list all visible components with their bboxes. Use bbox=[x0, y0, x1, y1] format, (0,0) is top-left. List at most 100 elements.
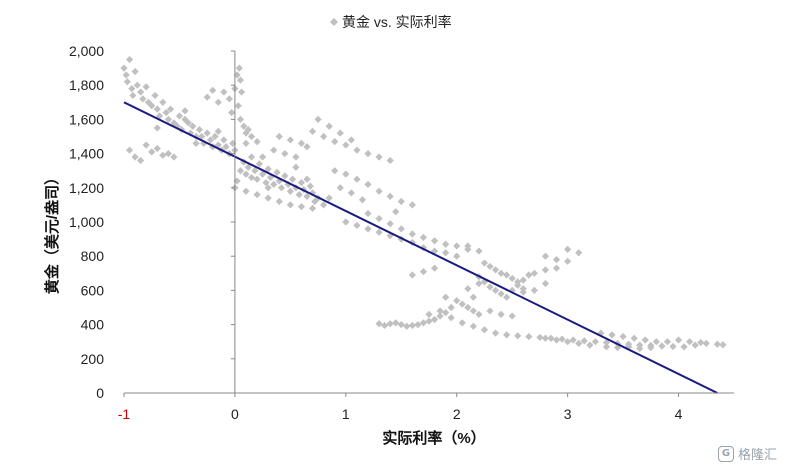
data-point bbox=[164, 150, 172, 158]
data-point bbox=[503, 271, 511, 279]
watermark: G 格隆汇 bbox=[717, 444, 777, 463]
data-point bbox=[430, 237, 439, 245]
data-point bbox=[419, 267, 428, 276]
data-point bbox=[336, 129, 344, 137]
data-point bbox=[214, 127, 222, 135]
data-point bbox=[636, 344, 644, 353]
data-point bbox=[131, 153, 139, 161]
data-point bbox=[331, 138, 339, 146]
data-point bbox=[353, 146, 361, 154]
y-tick-label: 600 bbox=[81, 282, 105, 298]
y-tick-label: 1,600 bbox=[69, 111, 104, 127]
data-point bbox=[133, 81, 141, 89]
data-point bbox=[386, 220, 394, 228]
data-point bbox=[453, 297, 461, 305]
data-point bbox=[458, 300, 466, 308]
data-point bbox=[508, 286, 516, 294]
data-point bbox=[320, 201, 328, 209]
data-point bbox=[347, 189, 355, 197]
data-point bbox=[273, 168, 281, 177]
data-point bbox=[303, 143, 311, 151]
data-point bbox=[275, 197, 283, 206]
data-point bbox=[552, 336, 561, 344]
data-point bbox=[475, 310, 483, 318]
x-tick-label: 1 bbox=[342, 406, 350, 422]
data-point bbox=[397, 225, 405, 233]
data-point bbox=[425, 310, 433, 318]
data-point bbox=[669, 342, 677, 351]
data-point bbox=[464, 303, 472, 312]
data-point bbox=[125, 146, 134, 154]
data-point bbox=[674, 336, 683, 344]
data-point bbox=[486, 283, 494, 291]
data-point bbox=[206, 136, 215, 144]
data-point bbox=[142, 141, 150, 149]
watermark-logo-icon: G bbox=[717, 445, 734, 462]
data-point bbox=[220, 136, 228, 144]
data-point bbox=[236, 167, 245, 175]
data-point bbox=[235, 64, 243, 72]
y-tick-label: 1,000 bbox=[69, 214, 104, 230]
data-point bbox=[131, 67, 139, 76]
data-point bbox=[497, 310, 505, 318]
data-point bbox=[564, 245, 572, 253]
y-tick-label: 2,000 bbox=[69, 43, 104, 59]
data-point bbox=[480, 278, 489, 286]
data-point bbox=[686, 338, 694, 346]
data-point bbox=[295, 191, 303, 199]
data-point bbox=[162, 108, 170, 117]
data-point bbox=[244, 163, 252, 171]
data-point bbox=[264, 165, 272, 173]
data-point bbox=[153, 105, 161, 113]
y-tick-label: 0 bbox=[96, 385, 104, 401]
y-tick-label: 200 bbox=[81, 351, 105, 367]
data-point bbox=[569, 336, 577, 344]
data-point bbox=[375, 153, 383, 161]
data-point bbox=[189, 122, 197, 130]
data-point bbox=[255, 160, 263, 168]
data-point bbox=[508, 274, 516, 283]
data-point bbox=[240, 122, 248, 130]
data-point bbox=[486, 307, 494, 315]
data-point bbox=[375, 214, 383, 223]
data-point bbox=[719, 341, 727, 349]
data-point bbox=[353, 175, 361, 183]
data-point bbox=[386, 320, 394, 328]
data-point bbox=[541, 279, 550, 288]
data-point bbox=[311, 197, 319, 206]
data-point bbox=[139, 95, 147, 103]
data-point bbox=[525, 271, 533, 279]
data-point bbox=[514, 281, 522, 289]
data-point bbox=[286, 187, 294, 195]
data-point bbox=[292, 184, 300, 192]
data-point bbox=[247, 173, 256, 182]
data-point bbox=[541, 252, 550, 260]
data-point bbox=[247, 153, 256, 161]
data-point bbox=[475, 247, 483, 255]
data-point bbox=[303, 175, 311, 183]
data-point bbox=[442, 293, 450, 301]
data-point bbox=[195, 126, 204, 134]
data-point bbox=[419, 233, 428, 241]
data-point bbox=[148, 148, 156, 156]
data-point bbox=[184, 119, 192, 127]
data-point bbox=[325, 122, 333, 130]
data-point bbox=[541, 334, 550, 342]
data-point bbox=[306, 182, 314, 190]
data-point bbox=[286, 136, 294, 144]
y-tick-label: 1,200 bbox=[69, 180, 104, 196]
data-point bbox=[270, 146, 278, 154]
data-point bbox=[227, 108, 236, 117]
data-point bbox=[247, 132, 256, 141]
data-point bbox=[220, 88, 228, 96]
data-point bbox=[392, 319, 400, 327]
data-point bbox=[286, 201, 294, 209]
data-point bbox=[547, 334, 555, 342]
data-point bbox=[713, 340, 721, 348]
data-point bbox=[198, 132, 206, 141]
data-point bbox=[308, 204, 317, 212]
data-point bbox=[630, 334, 638, 342]
data-point bbox=[288, 175, 297, 183]
x-tick-label: 3 bbox=[564, 406, 572, 422]
legend-marker-diamond bbox=[330, 18, 338, 26]
